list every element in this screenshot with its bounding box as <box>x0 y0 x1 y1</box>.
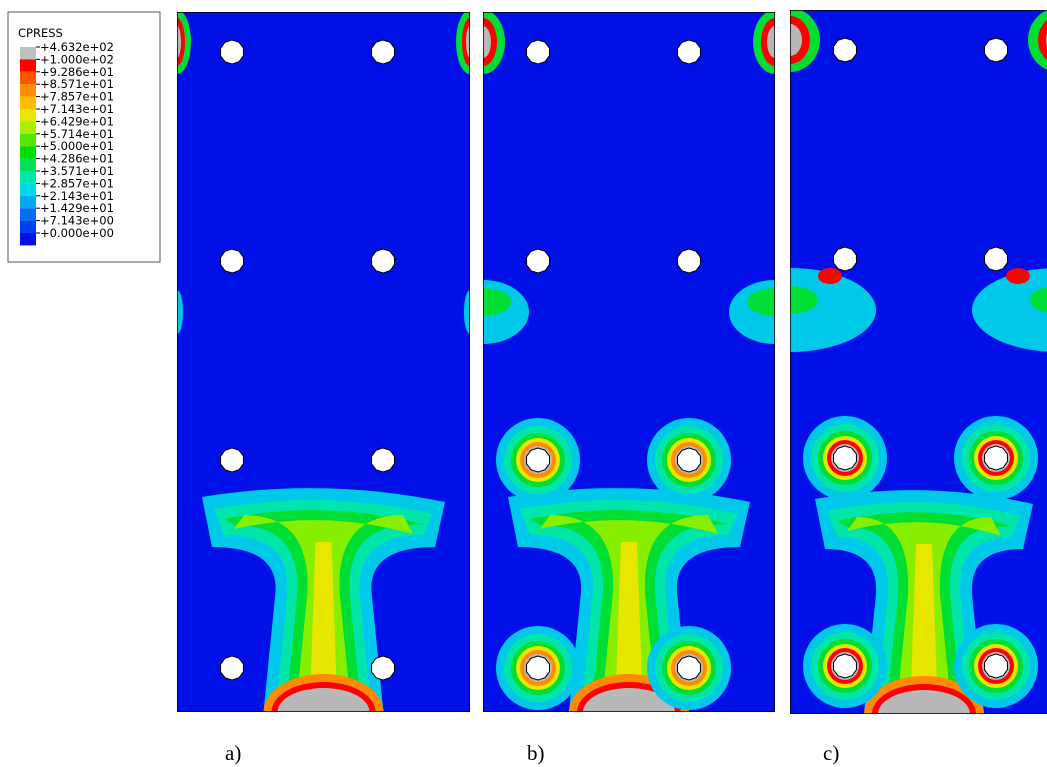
legend-label: +1.429e+01 <box>40 201 114 215</box>
contour-band <box>177 290 183 334</box>
hole <box>983 246 1009 272</box>
legend-label: +2.143e+01 <box>40 189 114 203</box>
legend-swatch <box>20 47 36 60</box>
panel-label: c) <box>823 741 839 765</box>
contour-band <box>177 26 181 58</box>
legend-swatch <box>20 208 36 221</box>
contour-band <box>615 542 643 712</box>
hole <box>525 447 551 473</box>
contour-band <box>277 688 370 712</box>
hole <box>832 653 858 679</box>
contour-band <box>483 288 511 316</box>
panel-label: a) <box>225 741 241 765</box>
legend-label: +4.632e+02 <box>40 40 114 54</box>
legend-swatch <box>20 171 36 184</box>
legend-swatch <box>20 146 36 159</box>
hole <box>832 37 858 63</box>
hole <box>219 248 245 274</box>
contour-band <box>483 26 491 58</box>
legend-swatch <box>20 183 36 196</box>
hole <box>676 447 702 473</box>
hole <box>676 248 702 274</box>
hole <box>219 655 245 681</box>
legend-label: +7.143e+01 <box>40 102 114 116</box>
legend-swatch <box>20 195 36 209</box>
hole <box>219 39 245 65</box>
legend-title: CPRESS <box>18 26 63 40</box>
legend-swatch <box>20 158 36 171</box>
contour-panel <box>790 10 1047 714</box>
contour-band <box>583 688 675 712</box>
hole <box>370 248 396 274</box>
contour-band <box>790 286 818 314</box>
hole <box>525 39 551 65</box>
legend-swatch <box>20 84 36 97</box>
legend-label: +2.857e+01 <box>40 176 114 190</box>
contour-band <box>464 290 470 334</box>
contour-band <box>818 268 842 284</box>
contour-band <box>972 268 1047 352</box>
legend-label: +7.143e+00 <box>40 214 114 228</box>
legend: +4.632e+02+1.000e+02+9.286e+01+8.571e+01… <box>20 40 114 246</box>
legend-swatch <box>20 109 36 122</box>
contour-band <box>747 288 775 316</box>
legend-label: +3.571e+01 <box>40 164 114 178</box>
hole <box>983 445 1009 471</box>
hole <box>370 39 396 65</box>
contour-band <box>1006 268 1030 284</box>
contour-panel <box>177 12 470 712</box>
hole <box>676 39 702 65</box>
hole <box>832 246 858 272</box>
contour-band <box>790 268 876 352</box>
legend-swatch <box>20 133 36 147</box>
legend-label: +7.857e+01 <box>40 90 114 104</box>
hole <box>525 655 551 681</box>
hole <box>370 447 396 473</box>
contour-band <box>1028 10 1047 70</box>
contour-band <box>309 542 338 712</box>
contour-band <box>910 544 938 714</box>
contour-band <box>466 26 470 58</box>
legend-label: +8.571e+01 <box>40 77 114 91</box>
legend-label: +0.000e+00 <box>40 226 114 240</box>
hole <box>832 445 858 471</box>
contour-band <box>767 26 775 58</box>
hole <box>525 248 551 274</box>
legend-swatch <box>20 220 36 233</box>
legend-label: +4.286e+01 <box>40 152 114 166</box>
legend-label: +6.429e+01 <box>40 114 114 128</box>
contour-panel <box>483 12 775 712</box>
legend-swatch <box>20 59 36 72</box>
legend-swatch <box>20 233 36 246</box>
hole <box>983 653 1009 679</box>
contour-band <box>1038 19 1047 61</box>
legend-swatch <box>20 71 36 85</box>
legend-label: +5.000e+01 <box>40 139 114 153</box>
legend-swatch <box>20 96 36 109</box>
legend-label: +1.000e+02 <box>40 52 114 66</box>
legend-swatch <box>20 121 36 134</box>
panels: a) b) c) <box>177 10 1047 765</box>
hole <box>370 655 396 681</box>
hole <box>676 655 702 681</box>
panel-label: b) <box>527 741 545 765</box>
contour-band <box>1030 287 1047 313</box>
contour-band <box>878 690 970 714</box>
legend-label: +9.286e+01 <box>40 65 114 79</box>
hole <box>983 37 1009 63</box>
legend-label: +5.714e+01 <box>40 127 114 141</box>
hole <box>219 447 245 473</box>
contour-band <box>790 24 802 56</box>
